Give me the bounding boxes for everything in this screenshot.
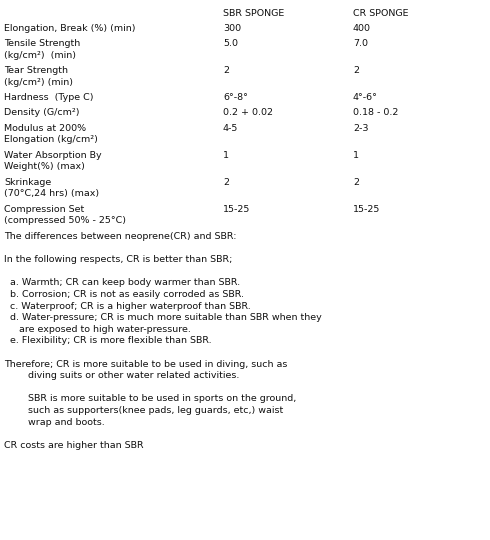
Text: (kg/cm²) (min): (kg/cm²) (min) [4,78,73,87]
Text: 2: 2 [223,178,229,187]
Text: In the following respects, CR is better than SBR;: In the following respects, CR is better … [4,255,232,264]
Text: 2: 2 [353,66,359,75]
Text: SBR SPONGE: SBR SPONGE [223,9,284,18]
Text: 4-5: 4-5 [223,124,238,133]
Text: Density (G/cm²): Density (G/cm²) [4,109,79,118]
Text: Tensile Strength: Tensile Strength [4,39,80,48]
Text: d. Water-pressure; CR is much more suitable than SBR when they: d. Water-pressure; CR is much more suita… [4,313,321,322]
Text: are exposed to high water-pressure.: are exposed to high water-pressure. [4,325,191,334]
Text: 15-25: 15-25 [353,205,380,214]
Text: The differences between neoprene(CR) and SBR:: The differences between neoprene(CR) and… [4,232,236,241]
Text: Elongation (kg/cm²): Elongation (kg/cm²) [4,136,98,145]
Text: 7.0: 7.0 [353,39,368,48]
Text: 300: 300 [223,24,241,33]
Text: such as supporters(knee pads, leg guards, etc,) waist: such as supporters(knee pads, leg guards… [4,406,283,415]
Text: Weight(%) (max): Weight(%) (max) [4,163,85,172]
Text: 5.0: 5.0 [223,39,238,48]
Text: Elongation, Break (%) (min): Elongation, Break (%) (min) [4,24,135,33]
Text: SBR is more suitable to be used in sports on the ground,: SBR is more suitable to be used in sport… [4,394,296,403]
Text: 2: 2 [223,66,229,75]
Text: Water Absorption By: Water Absorption By [4,151,101,160]
Text: Compression Set: Compression Set [4,205,84,214]
Text: e. Flexibility; CR is more flexible than SBR.: e. Flexibility; CR is more flexible than… [4,336,212,346]
Text: 2: 2 [353,178,359,187]
Text: CR costs are higher than SBR: CR costs are higher than SBR [4,441,144,450]
Text: 400: 400 [353,24,371,33]
Text: Hardness  (Type C): Hardness (Type C) [4,93,94,102]
Text: 6°-8°: 6°-8° [223,93,248,102]
Text: 2-3: 2-3 [353,124,368,133]
Text: Modulus at 200%: Modulus at 200% [4,124,86,133]
Text: Tear Strength: Tear Strength [4,66,68,75]
Text: (kg/cm²)  (min): (kg/cm²) (min) [4,51,76,60]
Text: Therefore; CR is more suitable to be used in diving, such as: Therefore; CR is more suitable to be use… [4,360,287,369]
Text: 0.18 - 0.2: 0.18 - 0.2 [353,109,398,118]
Text: c. Waterproof; CR is a higher waterproof than SBR.: c. Waterproof; CR is a higher waterproof… [4,301,251,310]
Text: (compressed 50% - 25°C): (compressed 50% - 25°C) [4,217,126,226]
Text: 1: 1 [353,151,359,160]
Text: CR SPONGE: CR SPONGE [353,9,408,18]
Text: b. Corrosion; CR is not as easily corroded as SBR.: b. Corrosion; CR is not as easily corrod… [4,290,244,299]
Text: diving suits or other water related activities.: diving suits or other water related acti… [4,371,239,380]
Text: 15-25: 15-25 [223,205,250,214]
Text: a. Warmth; CR can keep body warmer than SBR.: a. Warmth; CR can keep body warmer than … [4,278,240,287]
Text: 1: 1 [223,151,229,160]
Text: 0.2 + 0.02: 0.2 + 0.02 [223,109,273,118]
Text: wrap and boots.: wrap and boots. [4,417,105,427]
Text: Skrinkage: Skrinkage [4,178,51,187]
Text: (70°C,24 hrs) (max): (70°C,24 hrs) (max) [4,190,99,199]
Text: 4°-6°: 4°-6° [353,93,378,102]
